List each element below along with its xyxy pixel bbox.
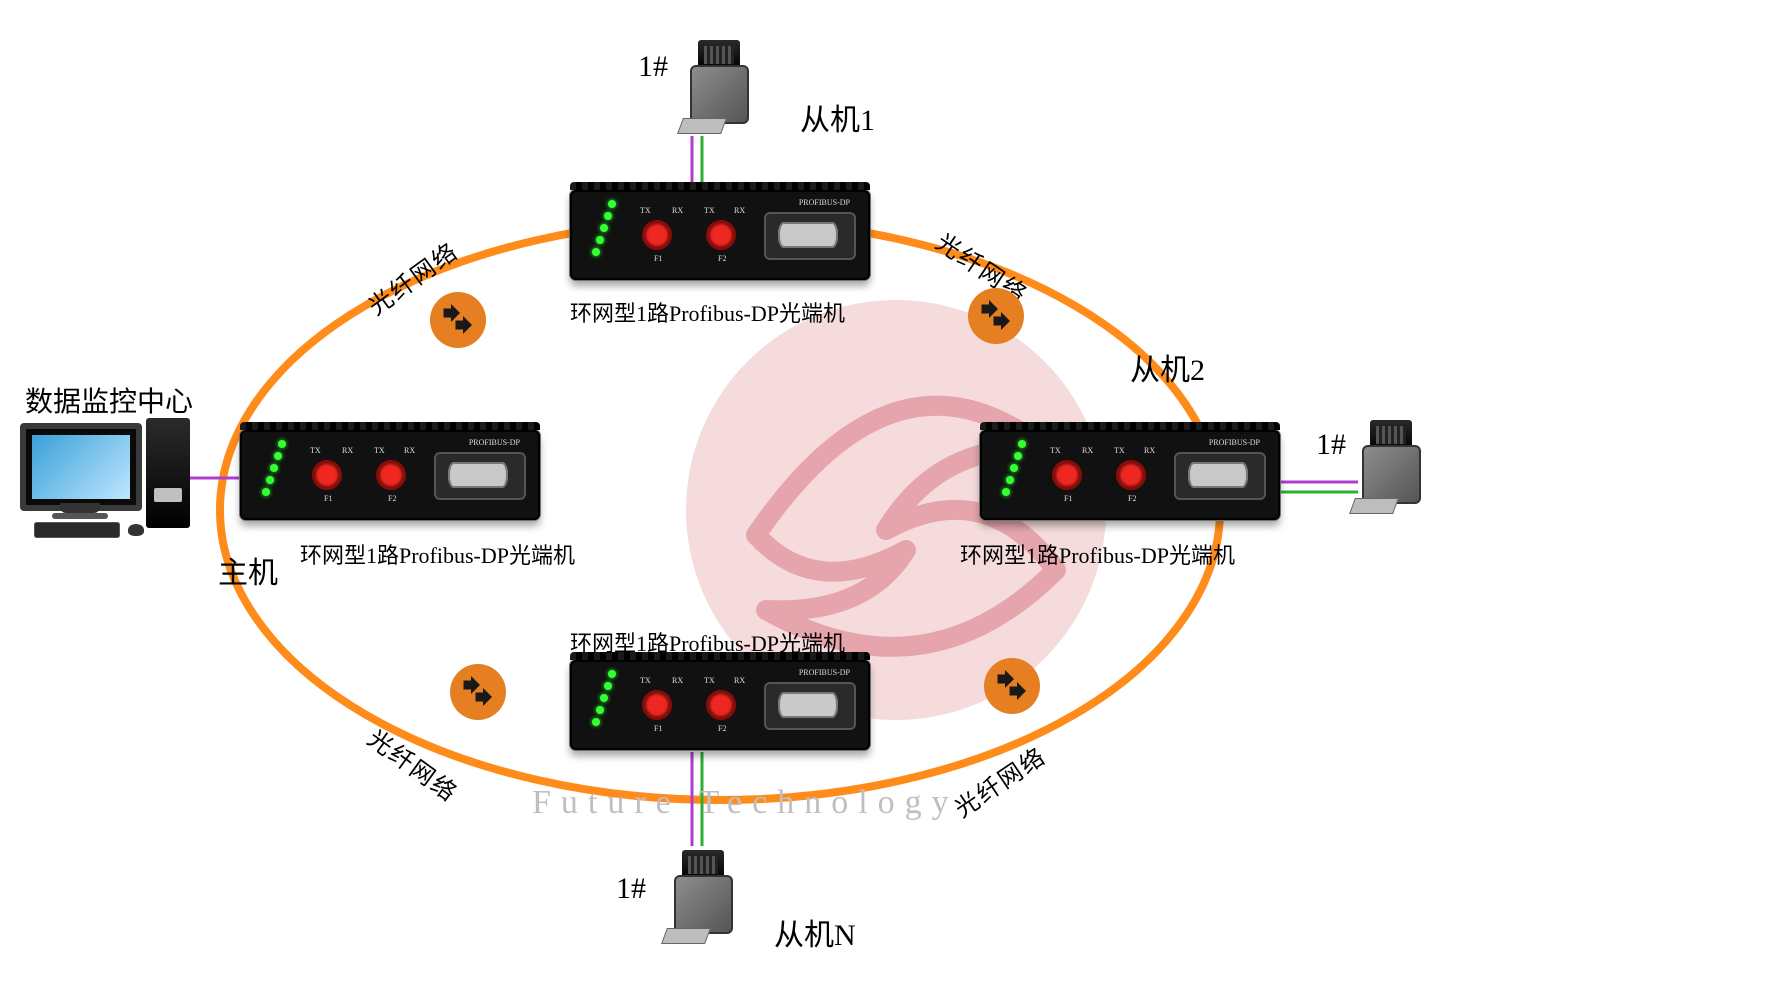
label-slaveN: 从机N xyxy=(774,910,856,954)
monitoring-pc xyxy=(20,418,190,543)
caption-top: 环网型1路Profibus-DP光端机 xyxy=(570,296,845,328)
arrow-badge-br xyxy=(984,658,1040,714)
arrow-badge-bl xyxy=(450,664,506,720)
label-monitoring-center: 数据监控中心 xyxy=(25,380,193,420)
caption-left: 环网型1路Profibus-DP光端机 xyxy=(300,538,575,570)
caption-bottom: 环网型1路Profibus-DP光端机 xyxy=(570,626,845,658)
connector-slave1 xyxy=(680,40,760,135)
label-slave1: 从机1 xyxy=(800,95,875,139)
arrow-badge-tr xyxy=(968,288,1024,344)
diagram-stage: Future Technology TX RX TX RX F1 F2 PROF… xyxy=(0,0,1792,1003)
label-master: 主机 xyxy=(218,548,278,592)
connector-slaveN xyxy=(664,850,744,945)
caption-right: 环网型1路Profibus-DP光端机 xyxy=(960,538,1235,570)
id-slaveN: 1# xyxy=(616,872,646,906)
id-slave1: 1# xyxy=(638,50,668,84)
optical-transceiver-left: TX RX TX RX F1 F2 PROFIBUS-DP xyxy=(240,430,540,520)
connector-slave2 xyxy=(1352,420,1432,515)
id-slave2: 1# xyxy=(1316,428,1346,462)
label-slave2: 从机2 xyxy=(1130,345,1205,389)
watermark-text: Future Technology xyxy=(532,784,959,822)
arrow-badge-tl xyxy=(430,292,486,348)
optical-transceiver-right: TX RX TX RX F1 F2 PROFIBUS-DP xyxy=(980,430,1280,520)
optical-transceiver-top: TX RX TX RX F1 F2 PROFIBUS-DP xyxy=(570,190,870,280)
optical-transceiver-bottom: TX RX TX RX F1 F2 PROFIBUS-DP xyxy=(570,660,870,750)
